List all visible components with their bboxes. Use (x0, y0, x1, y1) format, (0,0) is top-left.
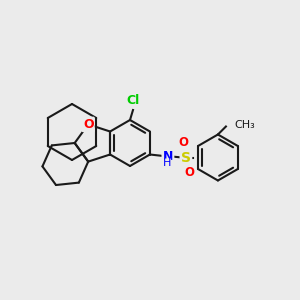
Text: O: O (184, 166, 194, 179)
Text: H: H (163, 158, 171, 169)
Text: S: S (181, 151, 191, 164)
Text: O: O (178, 136, 188, 149)
Text: O: O (83, 118, 94, 131)
Text: N: N (163, 150, 173, 163)
Text: Cl: Cl (126, 94, 140, 107)
Text: CH₃: CH₃ (234, 119, 255, 130)
